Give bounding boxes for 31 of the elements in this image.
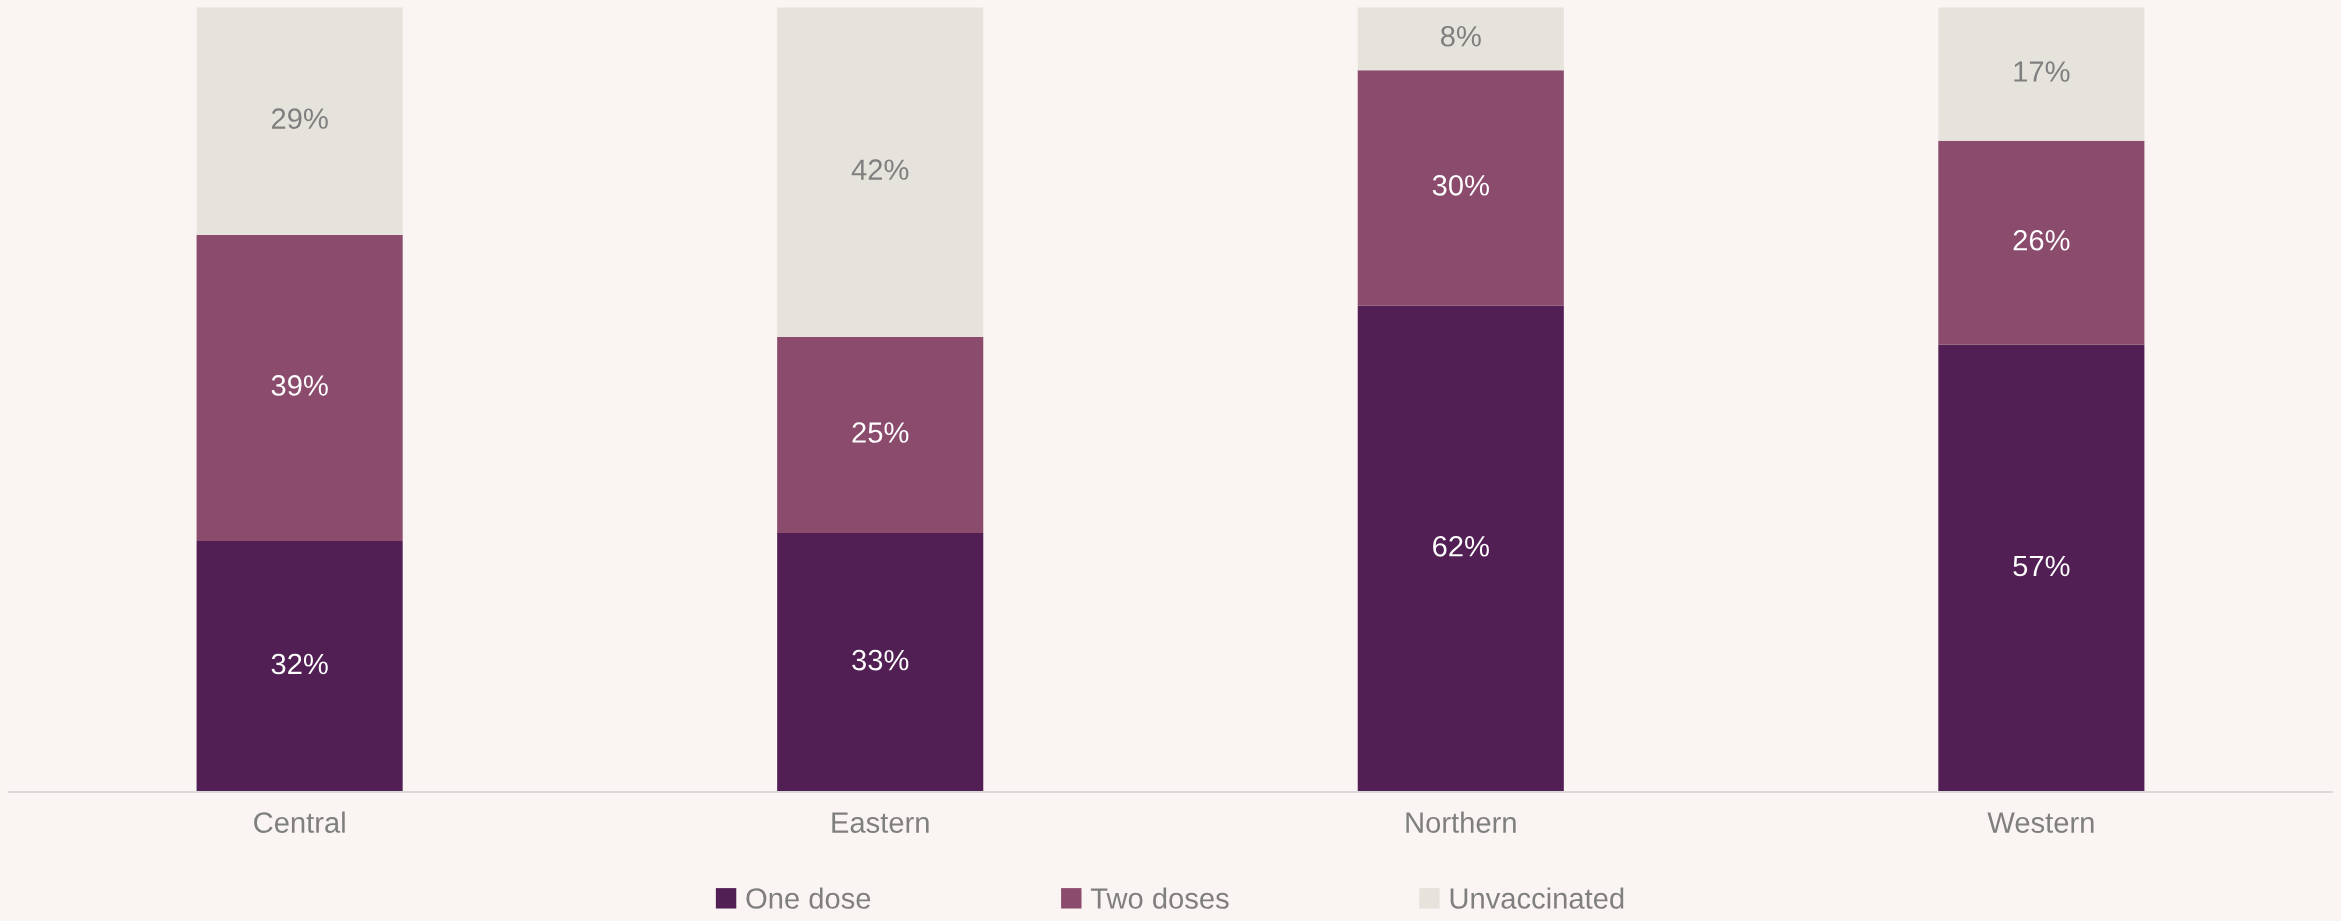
bar — [1357, 7, 1564, 71]
data-label: 62% — [1433, 535, 1489, 557]
data-label: 32% — [271, 653, 328, 675]
bar — [777, 7, 984, 337]
x-tick-label: Central — [254, 811, 345, 833]
data-label: 39% — [271, 375, 328, 396]
data-label: 26% — [2013, 229, 2070, 251]
bar — [196, 7, 403, 235]
bar — [777, 336, 984, 534]
legend-label: Unvaccinated — [1450, 887, 1624, 909]
legend-label: Two doses — [1090, 887, 1229, 909]
bar — [196, 540, 403, 793]
bar — [1357, 70, 1564, 306]
data-label: 25% — [852, 422, 909, 443]
bar — [1938, 140, 2145, 345]
bar — [1357, 305, 1564, 793]
data-label: 8% — [1440, 25, 1481, 47]
x-tick-label: Western — [1987, 812, 2094, 833]
data-label: 33% — [852, 649, 909, 671]
data-label: 29% — [271, 108, 328, 129]
data-label: 17% — [2014, 61, 2070, 82]
data-label: 30% — [1432, 175, 1489, 196]
x-tick-label: Eastern — [832, 812, 929, 833]
data-label: 42% — [851, 159, 909, 180]
bar — [196, 234, 403, 541]
bar — [1938, 7, 2145, 141]
bar — [777, 533, 984, 793]
legend-label: One dose — [746, 887, 871, 909]
bar — [1938, 344, 2145, 793]
data-label: 57% — [2013, 555, 2070, 577]
x-tick-label: Northern — [1406, 811, 1516, 833]
